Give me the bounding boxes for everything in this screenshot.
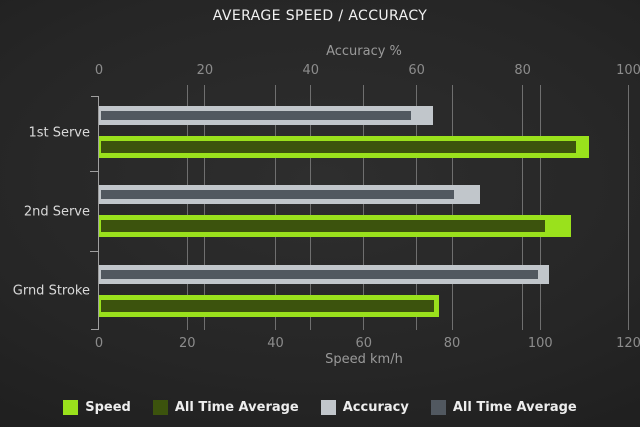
legend-item-all-time-average[interactable]: All Time Average xyxy=(152,399,299,415)
bottom-axis-gridline xyxy=(186,85,188,330)
top-axis-tick-label: 40 xyxy=(302,63,320,78)
legend-swatch xyxy=(320,399,336,415)
bottom-axis-tick-label: 0 xyxy=(94,336,104,351)
category-separator-tick xyxy=(90,250,99,252)
category-label: Grnd Stroke xyxy=(12,283,90,299)
y-axis-end-tick xyxy=(91,329,99,330)
bar-accuracy-all-time-average xyxy=(101,269,539,279)
top-axis-tick-label: 100 xyxy=(616,63,640,78)
top-axis-title: Accuracy % xyxy=(326,44,402,59)
bottom-axis-tick-label: 100 xyxy=(527,336,553,351)
legend-swatch xyxy=(430,399,446,415)
category-label: 1st Serve xyxy=(28,125,90,141)
chart-title: AVERAGE SPEED / ACCURACY xyxy=(212,8,428,24)
top-axis-tick-label: 20 xyxy=(196,63,214,78)
bottom-axis-gridline xyxy=(363,85,365,330)
legend-label: All Time Average xyxy=(452,399,577,415)
bottom-axis-tick-label: 40 xyxy=(267,336,284,351)
top-axis-gridline xyxy=(522,85,524,330)
legend-item-speed[interactable]: Speed xyxy=(63,399,131,415)
bottom-axis-gridline xyxy=(451,85,453,330)
legend-swatch xyxy=(152,399,168,415)
y-axis-line xyxy=(98,96,99,330)
top-axis-tick-label: 80 xyxy=(514,63,531,78)
bar-accuracy-all-time-average xyxy=(101,111,412,120)
bottom-axis-tick-label: 120 xyxy=(616,336,640,351)
legend-label: Speed xyxy=(85,399,131,415)
legend-label: Accuracy xyxy=(342,399,409,415)
chart-legend: Speed All Time Average Accuracy All Time Av… xyxy=(0,396,640,418)
bar-speed-all-time-average xyxy=(101,141,576,153)
top-axis-gridline xyxy=(204,85,206,330)
bar-speed-all-time-average xyxy=(101,299,435,312)
category-separator-tick xyxy=(90,171,99,173)
bottom-axis-gridline xyxy=(539,85,541,330)
category-label: 2nd Serve xyxy=(23,204,90,220)
legend-label: All Time Average xyxy=(174,399,299,415)
top-axis-tick-label: 60 xyxy=(408,63,425,78)
y-axis-end-tick xyxy=(91,96,99,97)
top-axis-gridline xyxy=(416,85,418,330)
bar-speed-all-time-average xyxy=(101,220,545,233)
top-axis-gridline xyxy=(310,85,312,330)
bottom-axis-title: Speed km/h xyxy=(325,352,403,367)
bottom-axis-tick-label: 20 xyxy=(178,336,196,351)
top-axis-tick-label: 0 xyxy=(94,63,104,78)
legend-swatch xyxy=(63,399,79,415)
bottom-axis-tick-label: 80 xyxy=(443,336,461,351)
bar-accuracy-all-time-average xyxy=(101,190,454,200)
top-axis-gridline xyxy=(628,85,629,330)
bottom-axis-tick-label: 60 xyxy=(355,336,373,351)
legend-item-accuracy[interactable]: Accuracy xyxy=(320,399,409,415)
bottom-axis-gridline xyxy=(275,85,276,330)
legend-item-all-time-average[interactable]: All Time Average xyxy=(430,399,577,415)
